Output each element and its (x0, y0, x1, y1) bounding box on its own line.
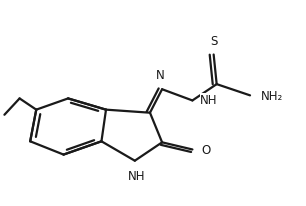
Text: NH: NH (128, 170, 145, 182)
Text: N: N (156, 69, 165, 82)
Text: NH: NH (200, 94, 218, 107)
Text: O: O (201, 143, 210, 156)
Text: S: S (210, 35, 217, 48)
Text: NH₂: NH₂ (261, 89, 283, 102)
